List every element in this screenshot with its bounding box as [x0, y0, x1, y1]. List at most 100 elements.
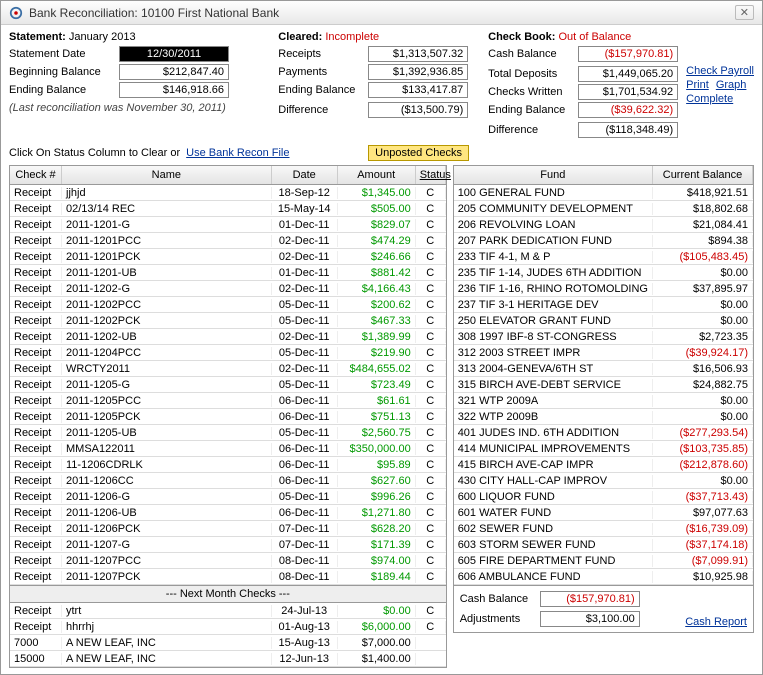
fund-row[interactable]: 601 WATER FUND$97,077.63: [454, 505, 753, 521]
table-row[interactable]: 15000A NEW LEAF, INC12-Jun-13$1,400.00: [10, 651, 446, 667]
table-row[interactable]: Receipt2011-1207PCK08-Dec-11$189.44C: [10, 569, 446, 585]
statement-header: Statement:: [9, 31, 66, 43]
next-month-header: --- Next Month Checks ---: [10, 585, 446, 603]
fund-row[interactable]: 430 CITY HALL-CAP IMPROV$0.00: [454, 473, 753, 489]
table-row[interactable]: Receipt02/13/14 REC15-May-14$505.00C: [10, 201, 446, 217]
fund-row[interactable]: 414 MUNICIPAL IMPROVEMENTS($103,735.85): [454, 441, 753, 457]
table-row[interactable]: 7000A NEW LEAF, INC15-Aug-13$7,000.00: [10, 635, 446, 651]
cleared-status: Incomplete: [325, 31, 379, 43]
fund-row[interactable]: 602 SEWER FUND($16,739.09): [454, 521, 753, 537]
end-balance-input[interactable]: $146,918.66: [119, 82, 229, 98]
funds-body: 100 GENERAL FUND$418,921.51205 COMMUNITY…: [454, 185, 753, 585]
funds-footer: Cash Balance($157,970.81) Adjustments$3,…: [453, 586, 754, 633]
app-icon: [9, 6, 23, 20]
graph-link[interactable]: Graph: [716, 79, 747, 91]
table-row[interactable]: Receipt2011-1207PCC08-Dec-11$974.00C: [10, 553, 446, 569]
chk-label: Checks Written: [488, 86, 578, 98]
col-name[interactable]: Name: [62, 166, 272, 184]
checkbook-header: Check Book:: [488, 31, 555, 43]
col-fund[interactable]: Fund: [454, 166, 653, 184]
cleared-diff-label: Difference: [278, 104, 368, 116]
checkbook-status: Out of Balance: [558, 31, 631, 43]
fund-row[interactable]: 606 AMBULANCE FUND$10,925.98: [454, 569, 753, 585]
fund-row[interactable]: 321 WTP 2009A$0.00: [454, 393, 753, 409]
table-row[interactable]: Receiptytrt24-Jul-13$0.00C: [10, 603, 446, 619]
funds-panel: Fund Current Balance 100 GENERAL FUND$41…: [453, 165, 754, 668]
fund-row[interactable]: 207 PARK DEDICATION FUND$894.38: [454, 233, 753, 249]
fund-row[interactable]: 322 WTP 2009B$0.00: [454, 409, 753, 425]
table-row[interactable]: Receipt2011-1207-G07-Dec-11$171.39C: [10, 537, 446, 553]
last-recon-note: (Last reconciliation was November 30, 20…: [9, 102, 266, 114]
dep-label: Total Deposits: [488, 68, 578, 80]
table-row[interactable]: Receipt2011-1205-UB05-Dec-11$2,560.75C: [10, 425, 446, 441]
next-month-body: Receiptytrt24-Jul-13$0.00CReceipthhrrhj0…: [10, 603, 446, 667]
table-row[interactable]: Receipt2011-1206CC06-Dec-11$627.60C: [10, 473, 446, 489]
table-row[interactable]: Receipt2011-1206-UB06-Dec-11$1,271.80C: [10, 505, 446, 521]
fund-row[interactable]: 315 BIRCH AVE-DEBT SERVICE$24,882.75: [454, 377, 753, 393]
fund-row[interactable]: 313 2004-GENEVA/6TH ST$16,506.93: [454, 361, 753, 377]
fund-row[interactable]: 605 FIRE DEPARTMENT FUND($7,099.91): [454, 553, 753, 569]
fund-row[interactable]: 308 1997 IBF-8 ST-CONGRESS$2,723.35: [454, 329, 753, 345]
use-recon-file-link[interactable]: Use Bank Recon File: [186, 147, 289, 159]
table-row[interactable]: Receipt11-1206CDRLK06-Dec-11$95.89C: [10, 457, 446, 473]
foot-cash-label: Cash Balance: [460, 593, 540, 605]
table-row[interactable]: Receiptjjhjd18-Sep-12$1,345.00C: [10, 185, 446, 201]
table-row[interactable]: Receipt2011-1201PCK02-Dec-11$246.66C: [10, 249, 446, 265]
table-row[interactable]: Receipt2011-1205PCC06-Dec-11$61.61C: [10, 393, 446, 409]
fund-row[interactable]: 603 STORM SEWER FUND($37,174.18): [454, 537, 753, 553]
table-row[interactable]: Receipt2011-1202PCK05-Dec-11$467.33C: [10, 313, 446, 329]
close-icon[interactable]: ✕: [735, 5, 754, 20]
table-row[interactable]: Receipt2011-1202-G02-Dec-11$4,166.43C: [10, 281, 446, 297]
fund-row[interactable]: 600 LIQUOR FUND($37,713.43): [454, 489, 753, 505]
receipts-label: Receipts: [278, 48, 368, 60]
fund-row[interactable]: 415 BIRCH AVE-CAP IMPR($212,878.60): [454, 457, 753, 473]
cleared-end-label: Ending Balance: [278, 84, 368, 96]
receipts-value: $1,313,507.32: [368, 46, 468, 62]
fund-row[interactable]: 235 TIF 1-14, JUDES 6TH ADDITION$0.00: [454, 265, 753, 281]
cash-label: Cash Balance: [488, 48, 578, 60]
fund-row[interactable]: 206 REVOLVING LOAN$21,084.41: [454, 217, 753, 233]
table-row[interactable]: Receipt2011-1206PCK07-Dec-11$628.20C: [10, 521, 446, 537]
cleared-end-value: $133,417.87: [368, 82, 468, 98]
table-row[interactable]: Receipt2011-1205PCK06-Dec-11$751.13C: [10, 409, 446, 425]
beg-balance-input[interactable]: $212,847.40: [119, 64, 229, 80]
checks-body[interactable]: Receiptjjhjd18-Sep-12$1,345.00CReceipt02…: [10, 185, 446, 585]
cleared-diff-value: ($13,500.79): [368, 102, 468, 118]
unposted-checks-button[interactable]: Unposted Checks: [368, 145, 469, 161]
payments-label: Payments: [278, 66, 368, 78]
table-row[interactable]: Receipt2011-1205-G05-Dec-11$723.49C: [10, 377, 446, 393]
table-row[interactable]: Receipthhrrhj01-Aug-13$6,000.00C: [10, 619, 446, 635]
fund-row[interactable]: 250 ELEVATOR GRANT FUND$0.00: [454, 313, 753, 329]
table-row[interactable]: ReceiptWRCTY201102-Dec-11$484,655.02C: [10, 361, 446, 377]
fund-row[interactable]: 233 TIF 4-1, M & P($105,483.45): [454, 249, 753, 265]
col-balance[interactable]: Current Balance: [653, 166, 753, 184]
table-row[interactable]: Receipt2011-1201-UB01-Dec-11$881.42C: [10, 265, 446, 281]
col-amount[interactable]: Amount: [338, 166, 416, 184]
print-link[interactable]: Print: [686, 79, 709, 91]
cash-value: ($157,970.81): [578, 46, 678, 62]
fund-row[interactable]: 236 TIF 1-16, RHINO ROTOMOLDING$37,895.9…: [454, 281, 753, 297]
table-row[interactable]: Receipt2011-1202-UB02-Dec-11$1,389.99C: [10, 329, 446, 345]
fund-row[interactable]: 100 GENERAL FUND$418,921.51: [454, 185, 753, 201]
complete-link[interactable]: Complete: [686, 93, 754, 105]
col-check[interactable]: Check #: [10, 166, 62, 184]
checks-header[interactable]: Check # Name Date Amount Status: [10, 166, 446, 185]
foot-cash-value: ($157,970.81): [540, 591, 640, 607]
col-date[interactable]: Date: [272, 166, 338, 184]
table-row[interactable]: Receipt2011-1204PCC05-Dec-11$219.90C: [10, 345, 446, 361]
fund-row[interactable]: 401 JUDES IND. 6TH ADDITION($277,293.54): [454, 425, 753, 441]
table-row[interactable]: Receipt2011-1206-G05-Dec-11$996.26C: [10, 489, 446, 505]
table-row[interactable]: ReceiptMMSA12201106-Dec-11$350,000.00C: [10, 441, 446, 457]
fund-row[interactable]: 312 2003 STREET IMPR($39,924.17): [454, 345, 753, 361]
table-row[interactable]: Receipt2011-1201-G01-Dec-11$829.07C: [10, 217, 446, 233]
cash-report-link[interactable]: Cash Report: [685, 616, 747, 628]
check-payroll-link[interactable]: Check Payroll: [686, 65, 754, 77]
foot-adj-value: $3,100.00: [540, 611, 640, 627]
funds-header[interactable]: Fund Current Balance: [454, 166, 753, 185]
table-row[interactable]: Receipt2011-1202PCC05-Dec-11$200.62C: [10, 297, 446, 313]
fund-row[interactable]: 205 COMMUNITY DEVELOPMENT$18,802.68: [454, 201, 753, 217]
statement-date-input[interactable]: 12/30/2011: [119, 46, 229, 62]
col-status[interactable]: Status: [416, 166, 446, 184]
table-row[interactable]: Receipt2011-1201PCC02-Dec-11$474.29C: [10, 233, 446, 249]
fund-row[interactable]: 237 TIF 3-1 HERITAGE DEV$0.00: [454, 297, 753, 313]
